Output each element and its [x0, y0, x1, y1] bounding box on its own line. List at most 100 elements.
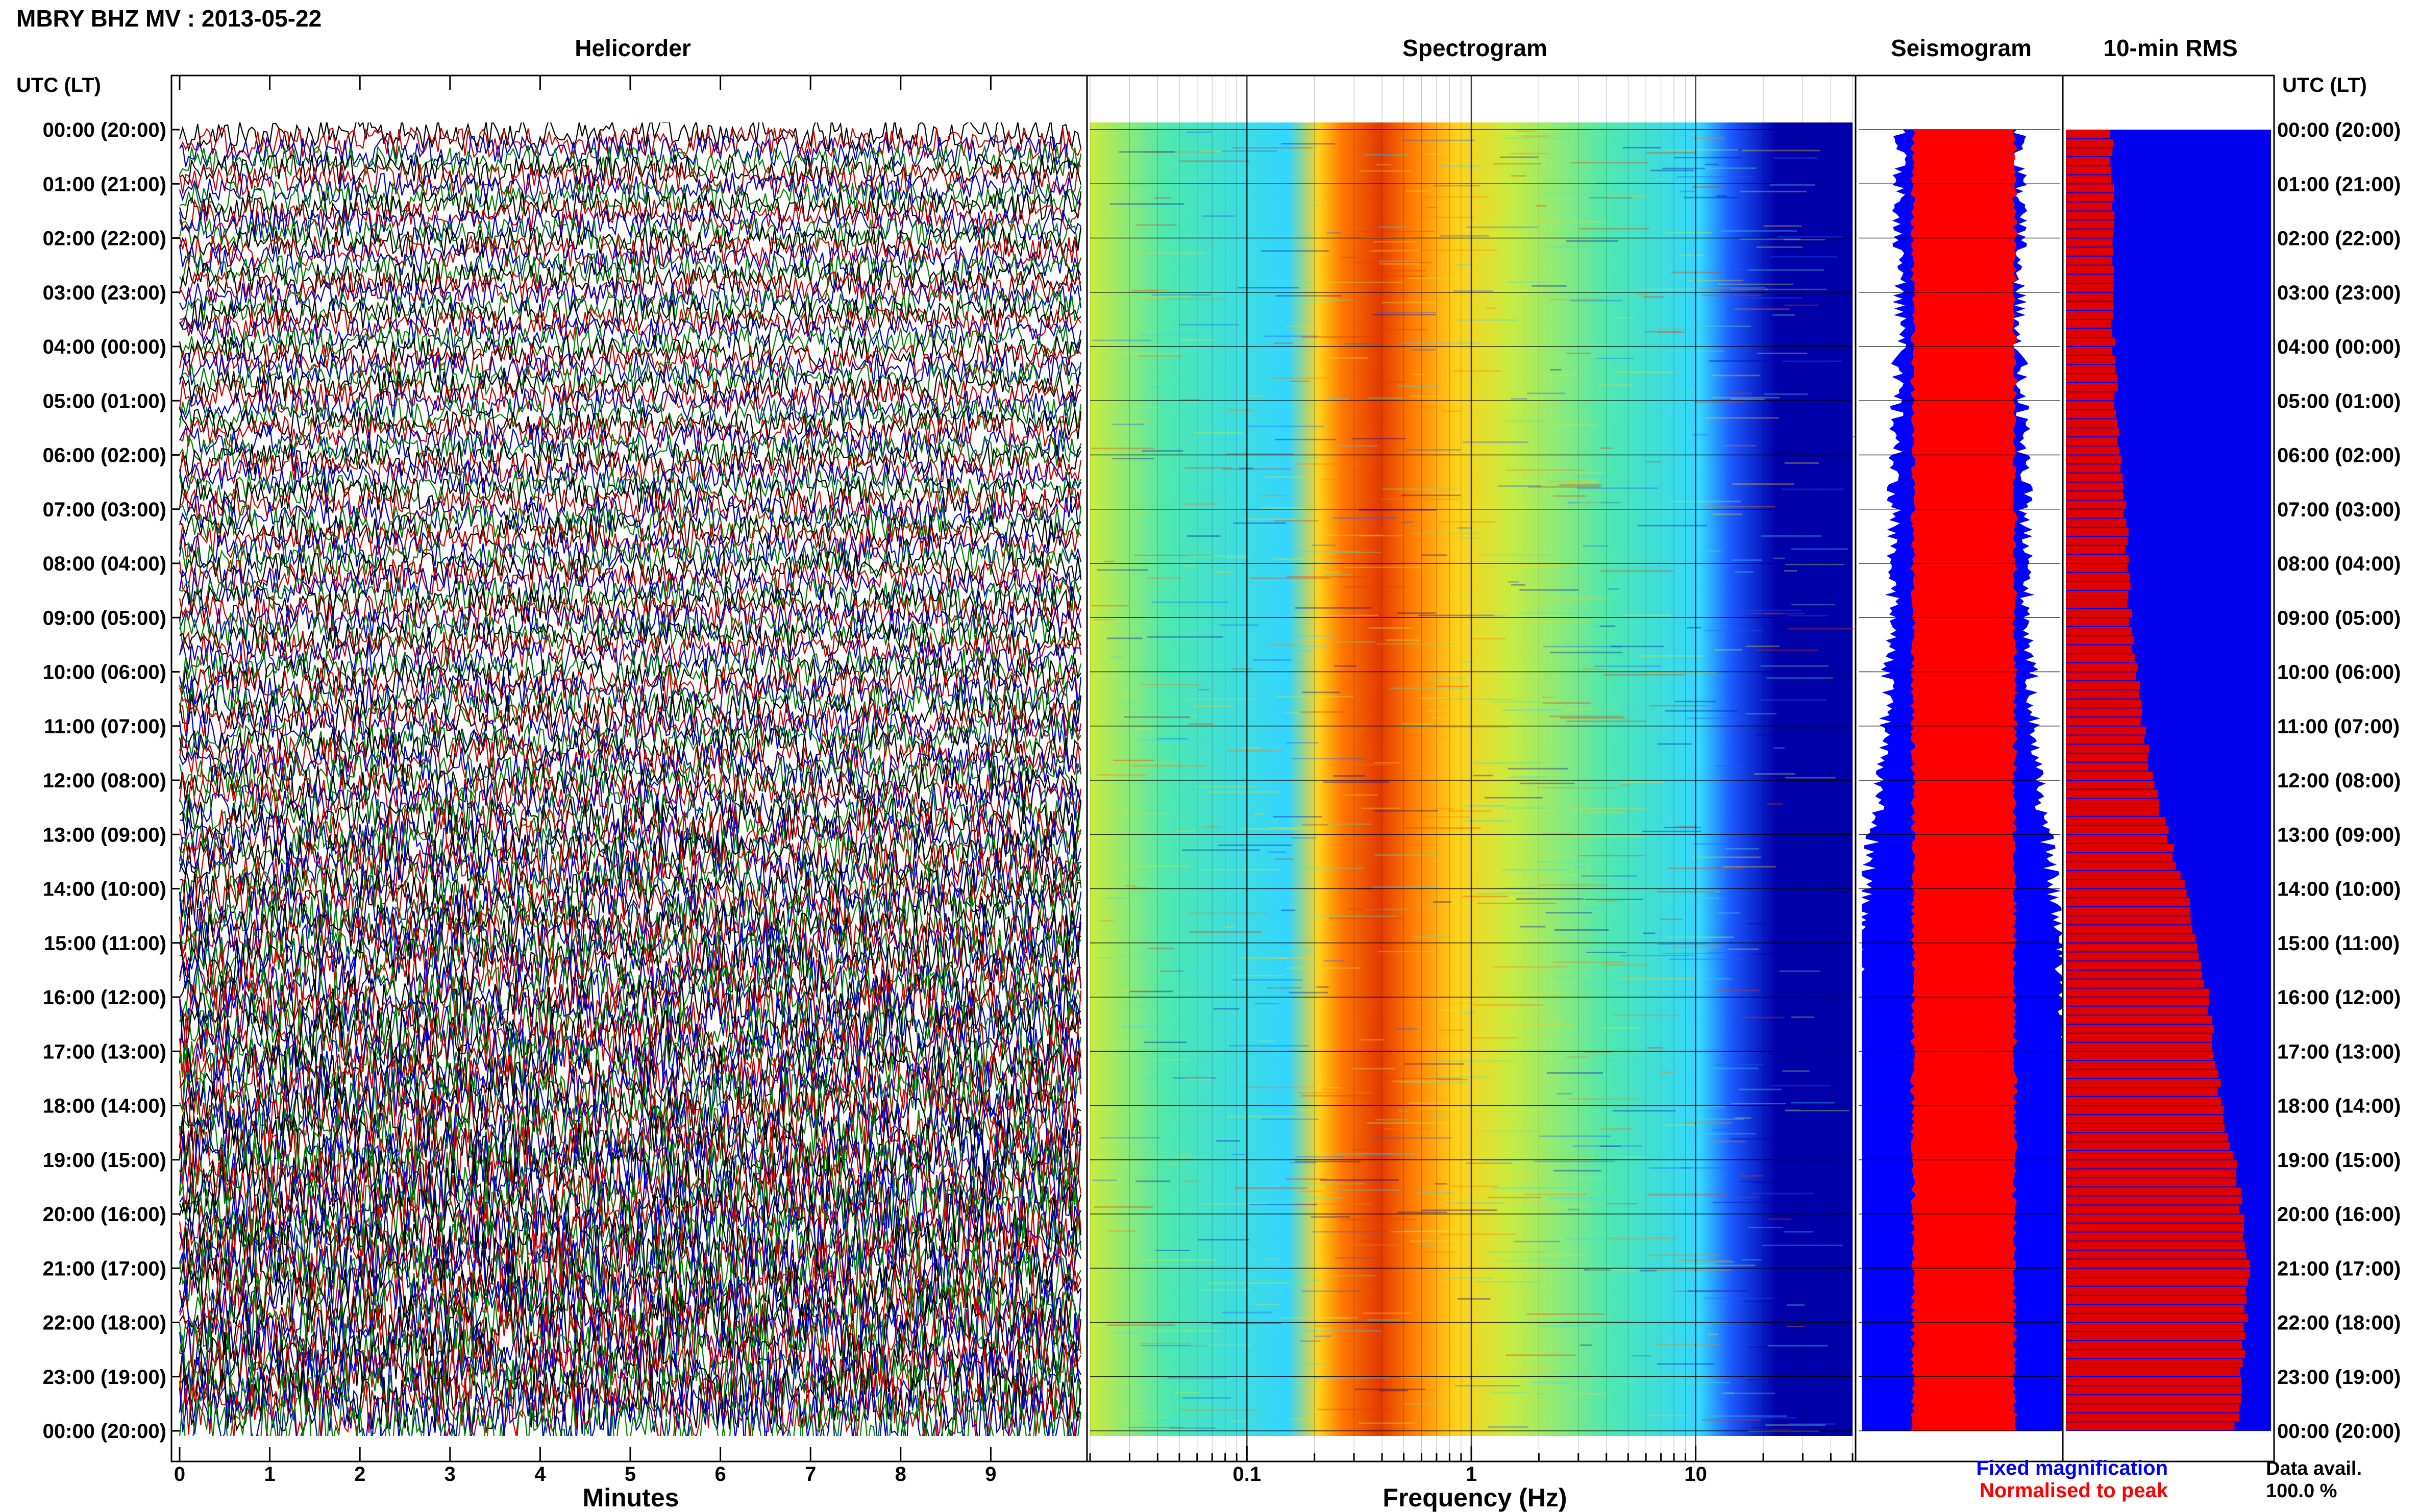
rms-bar — [2066, 600, 2128, 608]
helicorder-trace — [179, 585, 1082, 624]
spectrogram-streak — [1302, 691, 1340, 693]
spectrogram-streak — [1131, 290, 1158, 292]
rms-bar — [2066, 591, 2129, 599]
spectrogram-streak — [1286, 1183, 1366, 1185]
spectrogram-streak — [1161, 970, 1207, 972]
spectrogram-streak — [1731, 1138, 1781, 1140]
spectrogram-streak — [1483, 1159, 1518, 1161]
rms-bar — [2066, 1386, 2242, 1395]
spectrogram-streak — [1203, 826, 1221, 828]
spectrogram-streak — [1379, 1390, 1408, 1392]
spectrogram-streak — [1707, 1415, 1787, 1417]
spectrogram-streak — [1427, 726, 1509, 728]
spectrogram-streak — [1698, 326, 1751, 327]
rms-bar — [2066, 988, 2209, 997]
spectrogram-streak — [1632, 1355, 1651, 1357]
rms-bars — [2066, 130, 2251, 1430]
spectrogram-streak — [1436, 741, 1462, 743]
spectrogram-streak — [1410, 1240, 1461, 1242]
spectrogram-streak — [1348, 908, 1383, 910]
rms-bar — [2066, 1413, 2239, 1422]
spectrogram-streak — [1148, 289, 1170, 291]
spectrogram-streak — [1599, 625, 1616, 627]
rms-bar — [2066, 302, 2114, 310]
time-label-left: 20:00 (16:00) — [43, 1203, 166, 1226]
spectrogram-streak — [1437, 1281, 1473, 1283]
spectrogram-streak — [1244, 640, 1276, 642]
spectrogram-streak — [1677, 710, 1696, 712]
rms-bar — [2066, 1187, 2241, 1196]
spectrogram-streak — [1442, 410, 1461, 412]
spectrogram-streak — [1773, 557, 1785, 559]
helicorder-trace — [179, 981, 1082, 1039]
spectrogram-streak — [1334, 665, 1356, 667]
rms-bar — [2066, 1286, 2246, 1295]
minute-tick-label: 5 — [625, 1463, 636, 1485]
spectrogram-streak — [1673, 157, 1743, 159]
spectrogram-streak — [1219, 624, 1259, 626]
utc-label-right: UTC (LT) — [2282, 74, 2367, 96]
spectrogram-streak — [1271, 377, 1331, 379]
spectrogram-streak — [1159, 1420, 1226, 1421]
helicorder-trace — [179, 1321, 1081, 1387]
figure-title: MBRY BHZ MV : 2013-05-22 — [16, 5, 322, 32]
minute-tick-label: 7 — [805, 1463, 816, 1485]
spectrogram-streak — [1621, 1381, 1635, 1383]
spectrogram-streak — [1152, 1058, 1192, 1060]
spectrogram-streak — [1638, 525, 1707, 527]
spectrogram-ticks: 0.1 1 10 — [1089, 1446, 1854, 1485]
spectrogram-streak — [1373, 810, 1439, 812]
spectrogram-streak — [1452, 486, 1484, 488]
spectrogram-streak — [1402, 1403, 1454, 1405]
spectrogram-streak — [1488, 1426, 1529, 1428]
spectrogram-streak — [1402, 1230, 1422, 1232]
spectrogram-streak — [1575, 866, 1586, 868]
rms-bar — [2066, 1033, 2212, 1042]
spectrogram-streak — [1296, 463, 1361, 465]
spectrogram-streak — [1691, 856, 1761, 858]
spectrogram-streak — [1669, 501, 1741, 503]
spectrogram-streak — [1653, 1343, 1720, 1345]
spectrogram-streak — [1725, 392, 1752, 394]
spectrogram-streak — [1701, 506, 1775, 508]
time-label-left: 12:00 (08:00) — [43, 770, 166, 792]
spectrogram-streak — [1121, 1026, 1158, 1028]
spectrogram-streak — [1477, 554, 1556, 556]
spectrogram-streak — [1657, 891, 1715, 893]
spectrogram-streak — [1687, 1255, 1702, 1256]
spectrogram-streak — [1174, 1065, 1239, 1067]
spectrogram-streak — [1772, 314, 1795, 316]
helicorder-trace — [179, 1358, 1082, 1422]
spectrogram-streak — [1704, 630, 1763, 632]
spectrogram-streak — [1684, 196, 1739, 199]
spectrogram-streak — [1290, 235, 1312, 237]
spectrogram-streak — [1314, 1377, 1389, 1379]
helicorder-trace — [179, 709, 1081, 753]
spectrogram-streak — [1165, 1428, 1197, 1430]
spectrogram-streak — [1580, 1344, 1592, 1346]
rms-bar — [2066, 1043, 2212, 1051]
spectrogram-streak — [1327, 763, 1392, 765]
helicorder-trace — [179, 964, 1082, 1022]
spectrogram-streak — [1131, 252, 1206, 254]
spectrogram-streak — [1486, 307, 1497, 309]
spectrogram-streak — [1743, 1300, 1811, 1302]
helicorder-trace — [179, 1044, 1081, 1104]
spectrogram-streak — [1363, 154, 1409, 156]
spectrogram-streak — [1536, 374, 1579, 376]
rms-bar — [2066, 645, 2132, 654]
spectrogram-streak — [1155, 1250, 1190, 1251]
helicorder-trace — [179, 735, 1082, 780]
spectrogram-streak — [1265, 950, 1315, 952]
spectrogram-streak — [1554, 929, 1609, 931]
rms-bar — [2066, 1305, 2244, 1313]
spectrogram-streak — [1435, 1183, 1447, 1185]
spectrogram-streak — [1424, 153, 1472, 155]
spectrogram-streak — [1422, 196, 1489, 198]
spectrogram-streak — [1613, 1110, 1676, 1112]
spectrogram-streak — [1419, 1389, 1437, 1391]
spectrogram-streak — [1657, 331, 1685, 333]
spectrogram-streak — [1748, 269, 1824, 271]
frequency-tick-label: 0.1 — [1233, 1463, 1262, 1485]
spectrogram-streak — [1335, 641, 1375, 643]
